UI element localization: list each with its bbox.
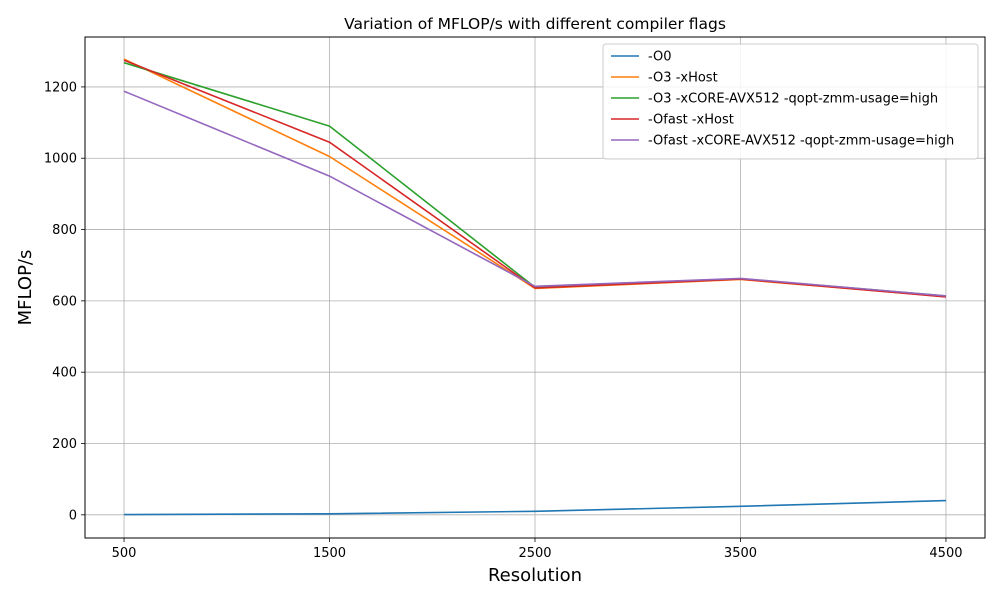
- series-line-4: [123, 90, 947, 297]
- y-tick-label: 400: [52, 366, 77, 381]
- legend-label: -O0: [648, 50, 672, 65]
- y-axis-title: MFLOP/s: [15, 250, 36, 326]
- legend-label: -O3 -xCORE-AVX512 -qopt-zmm-usage=high: [648, 92, 938, 107]
- x-tick-label: 3500: [724, 546, 757, 561]
- series-line-0: [123, 499, 947, 516]
- legend-label: -O3 -xHost: [648, 71, 718, 86]
- y-tick-label: 0: [69, 508, 77, 523]
- x-axis-title: Resolution: [488, 565, 582, 586]
- legend: -O0 -O3 -xHost -O3 -xCORE-AVX512 -qopt-zmm…: [602, 43, 979, 160]
- x-tick-label: 1500: [313, 546, 346, 561]
- y-tick-label: 200: [52, 437, 77, 452]
- y-tick-label: 1000: [44, 152, 77, 167]
- y-tick-label: 800: [52, 223, 77, 238]
- legend-label: -Ofast -xHost: [648, 113, 734, 128]
- legend-label: -Ofast -xCORE-AVX512 -qopt-zmm-usage=hig…: [648, 134, 954, 149]
- x-tick-label: 2500: [518, 546, 551, 561]
- y-tick-label: 600: [52, 294, 77, 309]
- series-lines: [123, 58, 947, 516]
- x-tick-label: 4500: [929, 546, 962, 561]
- legend-box: [602, 43, 979, 160]
- y-tick-label: 1200: [44, 80, 77, 95]
- chart-title: Variation of MFLOP/s with different comp…: [344, 15, 726, 33]
- axis-ticks: 500 1500 2500 3500 4500 0 200 400 600 800 1000 1200: [44, 80, 963, 561]
- x-tick-label: 500: [112, 546, 137, 561]
